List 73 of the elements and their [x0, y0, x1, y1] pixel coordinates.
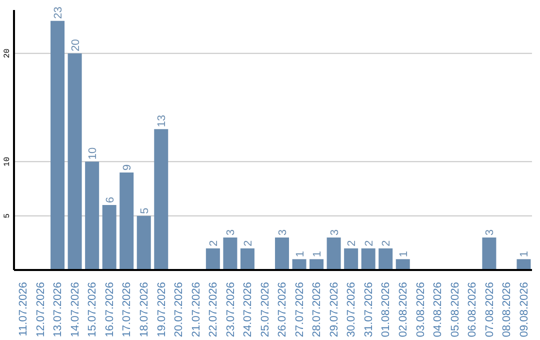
data-label: 1	[312, 251, 324, 258]
bar	[361, 248, 376, 270]
bar	[292, 259, 306, 270]
x-tick-label: 14.07.2026	[69, 282, 82, 338]
data-label: 23	[52, 6, 65, 19]
x-tick-label: 18.07.2026	[138, 282, 150, 338]
data-label: 5	[138, 208, 151, 214]
data-label: 9	[122, 164, 134, 170]
data-label: 1	[398, 251, 410, 258]
y-tick-label: 20	[3, 48, 12, 58]
bar	[120, 172, 134, 270]
x-tick-label: 02.08.2026	[398, 282, 410, 338]
data-label: 6	[104, 196, 116, 203]
x-tick-label: 07.08.2026	[484, 282, 496, 338]
data-label: 10	[87, 147, 100, 160]
bar	[102, 205, 116, 270]
bar	[85, 162, 100, 270]
data-label: 20	[70, 39, 82, 52]
x-tick-label: 17.07.2026	[121, 282, 134, 338]
x-tick-label: 23.07.2026	[224, 282, 237, 338]
bar	[223, 238, 238, 270]
y-tick-label: 5	[3, 213, 12, 218]
x-tick-label: 01.08.2026	[380, 282, 392, 338]
x-tick-label: 29.07.2026	[328, 282, 340, 338]
x-tick-label: 06.08.2026	[466, 282, 479, 338]
data-label: 2	[363, 240, 376, 246]
x-tick-label: 27.07.2026	[294, 282, 306, 338]
data-label: 3	[277, 229, 289, 236]
bar	[344, 248, 358, 270]
x-tick-label: 05.08.2026	[449, 282, 462, 338]
x-tick-label: 09.08.2026	[518, 282, 530, 338]
x-tick-label: 16.07.2026	[104, 282, 116, 338]
data-label: 2	[208, 240, 220, 246]
data-label: 2	[346, 240, 358, 246]
bar	[378, 248, 393, 270]
x-tick-label: 03.08.2026	[414, 282, 427, 338]
bar	[396, 259, 410, 270]
x-tick-label: 15.07.2026	[86, 282, 99, 338]
data-label: 3	[484, 229, 496, 236]
x-tick-label: 22.07.2026	[208, 282, 220, 338]
data-label: 3	[328, 229, 341, 236]
x-tick-label: 11.07.2026	[18, 282, 30, 336]
x-tick-label: 30.07.2026	[346, 282, 358, 338]
bar	[310, 259, 324, 270]
data-label: 1	[518, 251, 531, 258]
x-tick-label: 24.07.2026	[242, 282, 254, 338]
data-label: 2	[380, 240, 393, 246]
data-label: 3	[225, 229, 238, 236]
x-tick-label: 19.07.2026	[156, 282, 168, 338]
bar	[275, 238, 289, 270]
data-label: 1	[294, 251, 306, 258]
x-tick-label: 26.07.2026	[276, 282, 289, 338]
bar	[136, 216, 151, 270]
x-tick-label: 31.07.2026	[362, 282, 375, 338]
data-label: 2	[242, 240, 254, 246]
x-tick-label: 21.07.2026	[190, 282, 202, 338]
x-tick-label: 08.08.2026	[501, 282, 514, 338]
bar	[206, 248, 220, 270]
bar	[482, 238, 496, 270]
x-tick-label: 28.07.2026	[311, 282, 324, 338]
x-tick-label: 12.07.2026	[34, 282, 47, 338]
bar	[326, 238, 341, 270]
x-tick-label: 25.07.2026	[259, 282, 272, 338]
x-tick-label: 13.07.2026	[52, 282, 64, 338]
x-tick-label: 04.08.2026	[432, 282, 444, 338]
bar	[154, 129, 168, 270]
bar	[50, 20, 65, 270]
x-tick-label: 20.07.2026	[173, 282, 186, 338]
y-tick-label: 10	[3, 156, 12, 166]
bar	[240, 248, 254, 270]
data-label: 13	[156, 114, 168, 128]
bar	[516, 259, 531, 270]
bar	[68, 53, 82, 270]
